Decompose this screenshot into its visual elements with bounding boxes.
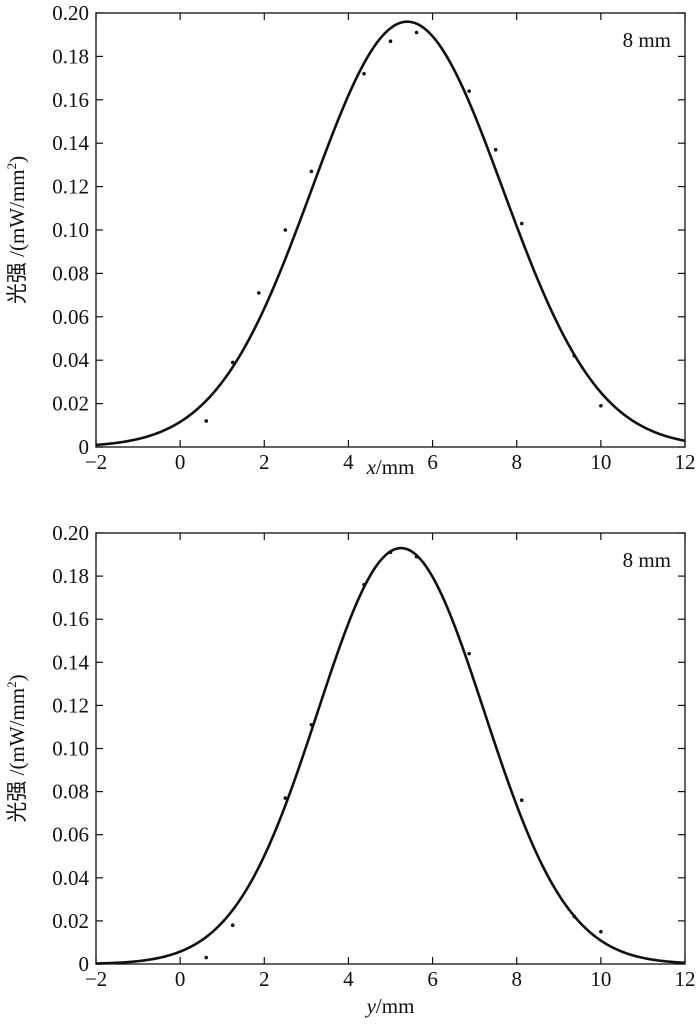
data-point <box>414 554 419 559</box>
y-axis-label-close: ) <box>5 156 29 163</box>
y-axis-label-sup: 2 <box>4 681 19 688</box>
x-axis-variable: x <box>366 455 377 479</box>
y-tick-label: 0.02 <box>52 909 89 933</box>
plot-frame <box>95 12 686 448</box>
y-tick-label: 0.14 <box>52 131 89 155</box>
x-axis-label: y/mm <box>365 994 415 1018</box>
plot-frame <box>95 532 686 965</box>
x-axis-unit: /mm <box>376 455 415 479</box>
data-point <box>362 582 366 587</box>
data-point <box>257 291 261 295</box>
x-tick-label: 4 <box>343 450 354 474</box>
y-axis-label-close: ) <box>5 674 29 681</box>
y-tick-label: 0.04 <box>52 866 89 890</box>
y-axis-label: 光强 /(mW/mm2) <box>4 674 29 822</box>
x-tick-label: 6 <box>427 450 438 474</box>
data-point <box>230 360 235 365</box>
y-tick-label: 0.12 <box>52 693 89 717</box>
y-axis-label-text: 光强 /(mW/mm <box>5 688 29 823</box>
y-tick-label: 0 <box>79 952 90 976</box>
x-tick-label: 8 <box>511 450 522 474</box>
data-point <box>388 550 393 555</box>
data-point <box>467 651 471 656</box>
y-tick-label: 0.20 <box>52 1 89 25</box>
x-tick-label: 4 <box>343 967 354 991</box>
fit-curve <box>95 20 686 447</box>
x-tick-label: −2 <box>85 450 107 474</box>
y-tick-label: 0.14 <box>52 650 89 674</box>
y-tick-label: 0.06 <box>52 305 89 329</box>
y-axis-label-text: 光强 /(mW/mm <box>5 169 29 304</box>
x-tick-label: 12 <box>675 967 696 991</box>
data-point <box>309 169 314 174</box>
y-axis-label-sup: 2 <box>4 163 19 170</box>
data-point <box>388 39 393 44</box>
data-point <box>572 914 577 919</box>
x-tick-label: 0 <box>175 967 186 991</box>
y-tick-label: 0.08 <box>52 261 89 285</box>
chart-bottom-y-profile: −2 0 2 4 6 8 10 1200.020.040.060.080.100.120.14… <box>4 521 696 1018</box>
y-tick-label: 0.16 <box>52 88 89 112</box>
x-axis-variable: y <box>365 994 377 1018</box>
x-tick-label: 2 <box>259 450 270 474</box>
data-point <box>283 228 288 232</box>
y-tick-label: 0 <box>79 435 90 459</box>
y-tick-label: 0.18 <box>52 44 89 68</box>
x-tick-label: 0 <box>175 450 186 474</box>
data-point <box>414 30 419 35</box>
x-axis-unit: /mm <box>376 994 415 1018</box>
data-point <box>519 221 524 226</box>
y-tick-label: 0.08 <box>52 780 89 804</box>
data-point <box>519 798 524 803</box>
y-tick-label: 0.20 <box>52 521 89 545</box>
data-point <box>599 403 603 408</box>
annotation-label: 8 mm <box>623 548 671 572</box>
data-point <box>230 923 235 928</box>
x-tick-label: −2 <box>85 967 107 991</box>
y-tick-label: 0.16 <box>52 607 89 631</box>
x-tick-label: 8 <box>511 967 522 991</box>
data-point <box>572 354 577 358</box>
y-tick-label: 0.12 <box>52 175 89 199</box>
data-point <box>493 147 498 152</box>
y-tick-label: 0.10 <box>52 218 89 242</box>
data-point <box>599 929 603 934</box>
fit-curve <box>95 546 686 965</box>
x-axis-label: x/mm <box>366 455 415 479</box>
y-axis-label: 光强 /(mW/mm2) <box>4 156 29 304</box>
data-point <box>467 89 471 93</box>
y-tick-label: 0.18 <box>52 564 89 588</box>
x-tick-label: 10 <box>590 967 611 991</box>
y-tick-label: 0.10 <box>52 737 89 761</box>
x-tick-label: 12 <box>675 450 696 474</box>
y-tick-label: 0.06 <box>52 823 89 847</box>
data-point <box>283 796 288 800</box>
y-tick-label: 0.02 <box>52 392 89 416</box>
x-tick-label: 6 <box>427 967 438 991</box>
data-point <box>204 419 209 423</box>
data-point <box>362 71 366 76</box>
annotation-label: 8 mm <box>623 28 671 52</box>
x-tick-label: 10 <box>590 450 611 474</box>
data-point <box>309 722 314 727</box>
data-point <box>204 955 209 960</box>
x-tick-label: 2 <box>259 967 270 991</box>
y-tick-label: 0.04 <box>52 348 89 372</box>
chart-top-x-profile: −2 0 2 4 6 8 10 1200.020.040.060.080.100.120.14… <box>4 1 696 479</box>
